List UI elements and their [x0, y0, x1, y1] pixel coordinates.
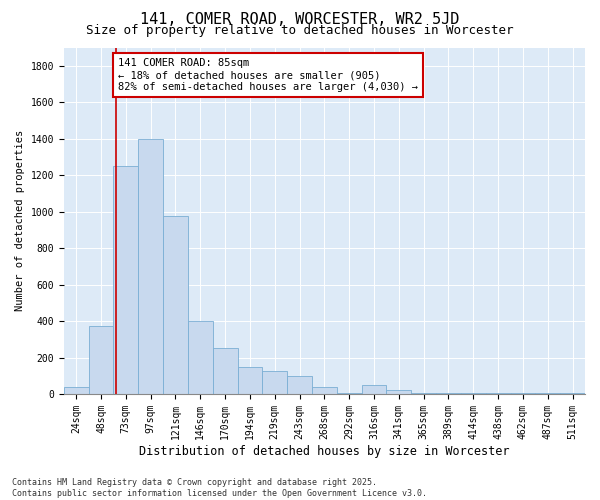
- Bar: [486, 393, 511, 394]
- Bar: [89, 326, 113, 394]
- Bar: [238, 366, 262, 394]
- Text: 141, COMER ROAD, WORCESTER, WR2 5JD: 141, COMER ROAD, WORCESTER, WR2 5JD: [140, 12, 460, 28]
- Bar: [212, 348, 238, 394]
- Bar: [188, 321, 212, 394]
- Bar: [64, 386, 89, 394]
- X-axis label: Distribution of detached houses by size in Worcester: Distribution of detached houses by size …: [139, 444, 509, 458]
- Bar: [535, 393, 560, 394]
- Bar: [386, 390, 411, 394]
- Bar: [287, 376, 312, 394]
- Bar: [312, 386, 337, 394]
- Bar: [411, 393, 436, 394]
- Bar: [138, 138, 163, 394]
- Bar: [262, 371, 287, 394]
- Bar: [113, 166, 138, 394]
- Bar: [362, 385, 386, 394]
- Y-axis label: Number of detached properties: Number of detached properties: [15, 130, 25, 312]
- Text: Size of property relative to detached houses in Worcester: Size of property relative to detached ho…: [86, 24, 514, 37]
- Bar: [337, 393, 362, 394]
- Bar: [511, 393, 535, 394]
- Bar: [560, 393, 585, 394]
- Bar: [461, 393, 486, 394]
- Bar: [436, 393, 461, 394]
- Text: Contains HM Land Registry data © Crown copyright and database right 2025.
Contai: Contains HM Land Registry data © Crown c…: [12, 478, 427, 498]
- Text: 141 COMER ROAD: 85sqm
← 18% of detached houses are smaller (905)
82% of semi-det: 141 COMER ROAD: 85sqm ← 18% of detached …: [118, 58, 418, 92]
- Bar: [163, 216, 188, 394]
